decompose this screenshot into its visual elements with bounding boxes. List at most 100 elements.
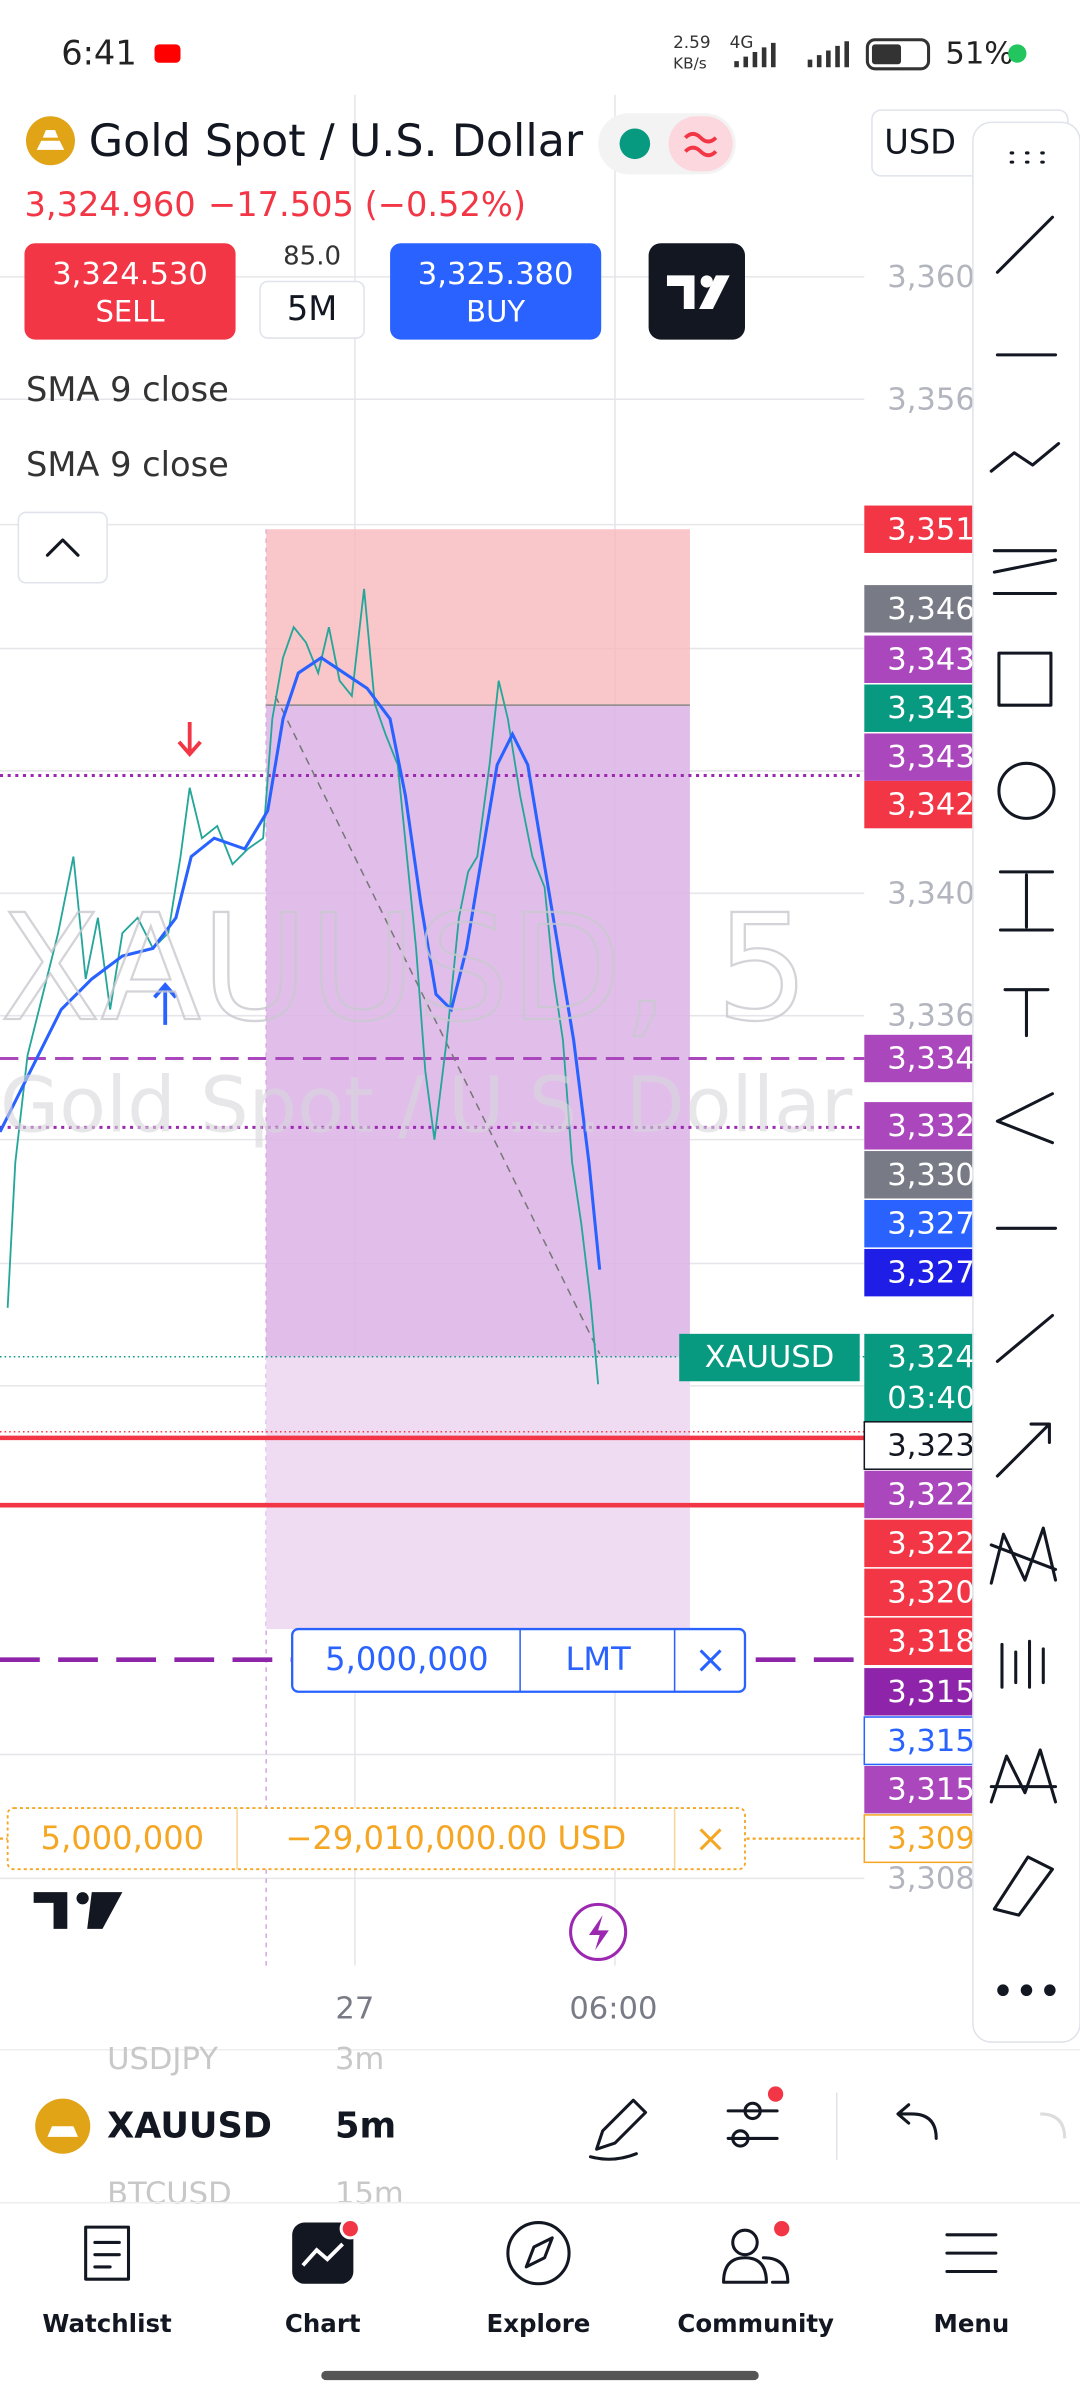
price-badge-label: 3,351. <box>887 512 984 547</box>
lightning-icon <box>588 1915 609 1951</box>
tool-text[interactable] <box>1003 988 1050 1038</box>
target-zone <box>266 705 690 1357</box>
tool-projection[interactable] <box>989 1748 1058 1804</box>
price-badge <box>864 1617 973 1666</box>
nav-label[interactable]: Chart <box>285 2309 361 2338</box>
realtime-badge <box>668 116 733 172</box>
tool-candles[interactable] <box>1000 1639 1045 1689</box>
redo-button[interactable] <box>1040 2112 1067 2139</box>
net-unit: KB/s <box>673 55 707 73</box>
price-tick: 3,356 <box>887 382 975 417</box>
settings-button[interactable] <box>726 2109 779 2140</box>
order-box[interactable] <box>291 1627 747 1693</box>
realtime-icon <box>683 131 718 158</box>
price-badge <box>864 780 973 829</box>
spread: 85.0 <box>283 241 341 271</box>
community-icon[interactable] <box>731 2228 759 2257</box>
price-badge <box>864 1102 973 1150</box>
price-badge <box>864 1034 973 1083</box>
explore-icon[interactable] <box>506 2221 571 2286</box>
sell-price: 3,324.530 <box>52 257 208 292</box>
price-badge-label: 3,315. <box>887 1724 984 1759</box>
tool-arrow-marker[interactable] <box>995 1422 1051 1478</box>
price-badge <box>864 635 973 683</box>
price-tick: 3,360 <box>887 260 975 295</box>
price-badge-label: 3,343 <box>887 691 975 726</box>
other-symbol[interactable]: USDJPY <box>107 2042 218 2077</box>
symbol-tag: XAUUSD <box>705 1340 835 1375</box>
tool-pattern[interactable] <box>989 1526 1058 1585</box>
order-type: LMT <box>566 1640 632 1678</box>
close-position[interactable] <box>699 1828 722 1851</box>
nav-label[interactable]: Community <box>677 2309 834 2338</box>
tool-pitchfork[interactable] <box>995 1092 1054 1145</box>
sell-button[interactable] <box>24 243 236 340</box>
tv-logo-dot <box>76 1892 89 1905</box>
battery-icon <box>865 38 931 71</box>
price-badge-label: 3,327 <box>887 1207 975 1242</box>
last-price: 3,324.960 <box>24 185 195 224</box>
price-badge-label: 3,343 <box>887 740 975 775</box>
tool-brush[interactable] <box>992 1855 1054 1917</box>
price-badge-label: 3,320 <box>887 1575 975 1610</box>
tool-icons: ••• <box>989 151 1062 2015</box>
interval-box[interactable] <box>259 280 365 339</box>
watchlist-icon[interactable] <box>84 2225 131 2281</box>
close-order[interactable] <box>699 1649 722 1672</box>
price-badge-label: 3,346 <box>887 592 975 627</box>
price-badge <box>863 1814 974 1864</box>
tool-fib[interactable] <box>992 549 1058 596</box>
price-badge-label: 3,343 <box>887 642 975 677</box>
signal-icon <box>734 41 850 68</box>
other-symbol[interactable]: BTCUSD <box>107 2177 232 2212</box>
status-dot <box>1008 44 1027 63</box>
drawing-toolbar <box>972 121 1080 2043</box>
interval: 5M <box>287 289 337 328</box>
watermark-description: Gold Spot / U.S. Dollar <box>0 1062 853 1151</box>
tool-trend-line[interactable] <box>995 215 1054 274</box>
nav-label[interactable]: Watchlist <box>42 2309 172 2338</box>
drag-handle[interactable] <box>1009 151 1045 164</box>
symbol-bar <box>0 2051 1080 2203</box>
battery-percent: 51% <box>945 37 1013 72</box>
home-indicator <box>321 2370 759 2381</box>
tool-path[interactable] <box>989 442 1061 473</box>
price-badge <box>864 1151 973 1199</box>
tool-rectangle[interactable] <box>997 651 1053 707</box>
price-badge-label: 3,315. <box>887 1675 984 1710</box>
price-badge <box>864 1668 973 1716</box>
price-axis: 3,360 3,356 3,340 3,336 3,308 3,351. 3,346 3,34… <box>863 260 985 1896</box>
network-type: 4G <box>730 32 754 52</box>
tool-price-range[interactable] <box>998 870 1054 932</box>
sell-label: SELL <box>95 295 165 329</box>
collapse-button[interactable] <box>17 511 108 584</box>
other-interval: 15m <box>335 2177 404 2212</box>
price-badge-label: 3,342 <box>887 788 975 823</box>
price-badge-label: 3,334 <box>887 1042 975 1077</box>
price-badge-label: 3,315. <box>887 1773 984 1808</box>
tool-arrow[interactable] <box>995 1313 1054 1363</box>
symbol[interactable]: XAUUSD <box>107 2106 272 2147</box>
symbol-tag-bg <box>679 1333 860 1382</box>
trend-line <box>274 695 601 1355</box>
price-badge <box>864 505 973 553</box>
buy-button[interactable] <box>390 243 602 340</box>
menu-icon[interactable] <box>945 2233 998 2274</box>
nav-label[interactable]: Explore <box>487 2309 591 2338</box>
tool-more[interactable]: ••• <box>991 1969 1061 2015</box>
tv-logo-dot <box>700 275 713 288</box>
tradingview-button[interactable] <box>648 243 745 340</box>
order-quantity: 5,000,000 <box>325 1640 488 1678</box>
indicator-legend[interactable]: SMA 9 close <box>26 445 229 484</box>
indicator-legend[interactable]: SMA 9 close <box>26 370 229 409</box>
undo-button[interactable] <box>896 2103 938 2140</box>
symbol-title[interactable]: Gold Spot / U.S. Dollar <box>89 116 584 167</box>
price-badge-label: 3,330 <box>887 1158 975 1193</box>
position-box[interactable] <box>6 1807 746 1871</box>
tool-circle[interactable] <box>997 761 1056 820</box>
interval[interactable]: 5m <box>335 2106 396 2147</box>
nav-label[interactable]: Menu <box>933 2309 1009 2338</box>
stop-zone <box>266 529 690 706</box>
draw-button[interactable] <box>588 2098 648 2161</box>
